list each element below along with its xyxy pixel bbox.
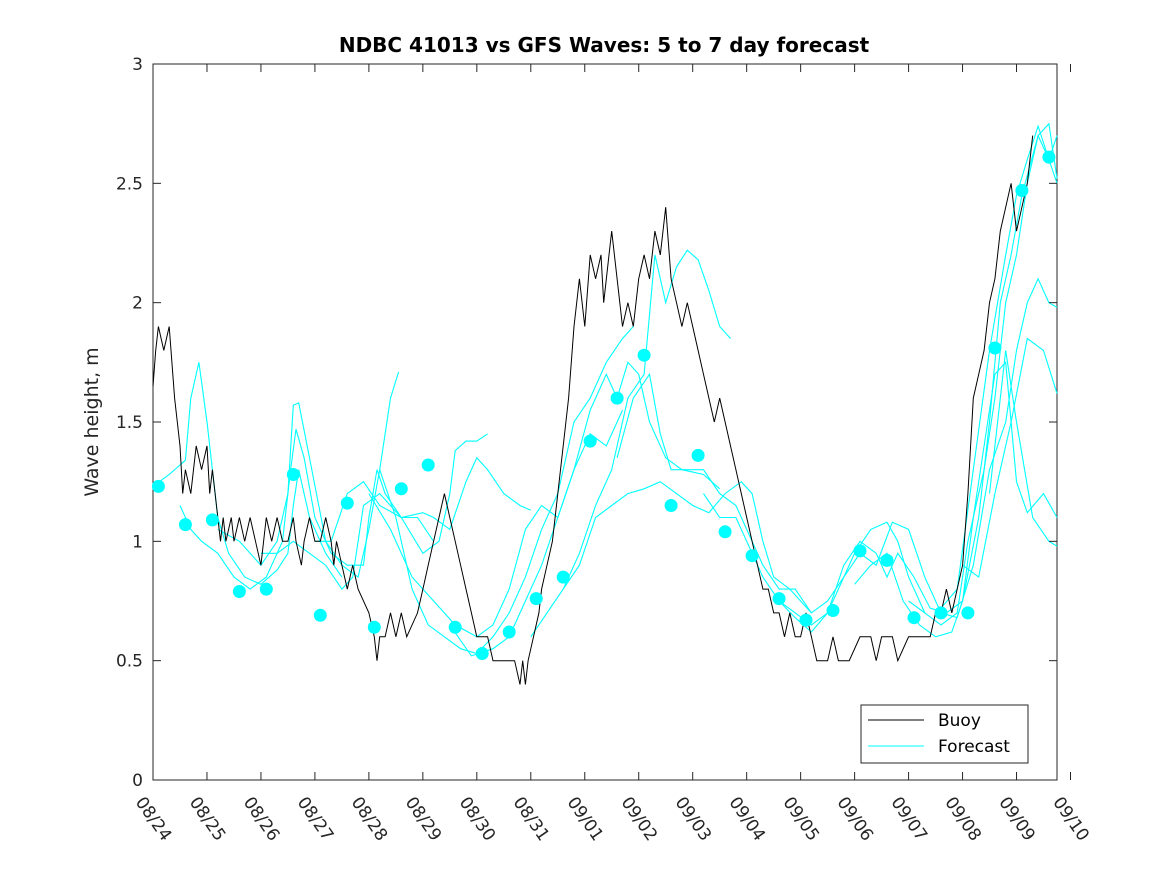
y-tick-label: 1 — [132, 532, 143, 552]
forecast-marker-19 — [637, 348, 651, 362]
forecast-marker-11 — [421, 458, 435, 472]
forecast-marker-34 — [1042, 150, 1056, 164]
forecast-line-6 — [368, 409, 624, 638]
y-tick-label: 3 — [132, 55, 143, 75]
forecast-marker-15 — [529, 592, 543, 606]
forecast-line-14 — [854, 360, 1058, 638]
forecast-marker-21 — [691, 448, 705, 462]
forecast-line-15 — [908, 122, 1058, 626]
forecast-marker-1 — [151, 479, 165, 493]
y-tick-label: 2.5 — [116, 174, 143, 194]
forecast-line-12 — [703, 277, 1058, 626]
y-tick-label: 1.5 — [116, 413, 143, 433]
forecast-marker-12 — [448, 620, 462, 634]
forecast-line-9 — [530, 249, 731, 638]
forecast-marker-16 — [556, 570, 570, 584]
forecast-marker-2 — [178, 518, 192, 532]
plot-area — [152, 63, 1058, 781]
forecast-line-18 — [988, 350, 1058, 547]
y-axis-label: Wave height, m — [81, 347, 103, 496]
forecast-line-3 — [217, 371, 400, 579]
forecast-line-11 — [616, 372, 926, 614]
forecast-line-10 — [562, 480, 812, 614]
forecast-line-4 — [260, 433, 488, 590]
forecast-marker-26 — [826, 604, 840, 617]
forecast-marker-30 — [934, 606, 948, 620]
forecast-marker-8 — [340, 496, 354, 510]
legend-buoy-label: Buoy — [938, 711, 981, 731]
forecast-line-5 — [314, 456, 532, 542]
forecast-marker-27 — [853, 544, 867, 558]
forecast-marker-14 — [502, 625, 516, 639]
forecast-marker-32 — [988, 341, 1002, 355]
forecast-marker-13 — [475, 647, 489, 660]
forecast-marker-6 — [286, 468, 300, 481]
forecast-marker-23 — [745, 549, 759, 563]
forecast-line-1 — [152, 362, 343, 585]
forecast-marker-18 — [610, 391, 624, 405]
legend: Buoy Forecast — [860, 704, 1029, 764]
forecast-marker-17 — [583, 434, 597, 448]
forecast-marker-3 — [205, 513, 219, 527]
buoy-line — [152, 135, 1034, 685]
series-layer — [151, 122, 1058, 685]
forecast-line-13 — [778, 133, 1058, 633]
forecast-marker-20 — [664, 499, 678, 512]
y-axis-ticks: 0 0.5 1 1.5 2 2.5 3 — [116, 55, 1057, 791]
forecast-marker-28 — [880, 553, 894, 567]
y-tick-label: 0 — [132, 771, 143, 791]
forecast-marker-22 — [718, 525, 732, 539]
forecast-line-17 — [962, 337, 1058, 579]
forecast-marker-5 — [259, 582, 273, 596]
legend-box — [860, 704, 1029, 764]
forecast-marker-33 — [1015, 184, 1029, 197]
legend-forecast-label: Forecast — [938, 737, 1010, 757]
forecast-marker-9 — [367, 620, 381, 634]
forecast-marker-7 — [313, 608, 327, 622]
forecast-marker-25 — [799, 613, 813, 627]
forecast-marker-24 — [772, 592, 786, 606]
forecast-marker-4 — [232, 585, 246, 598]
forecast-line-2 — [179, 429, 435, 590]
chart-title: NDBC 41013 vs GFS Waves: 5 to 7 day fore… — [339, 33, 870, 57]
forecast-line-7 — [379, 326, 634, 655]
forecast-marker-31 — [961, 606, 975, 620]
forecast-marker-29 — [907, 611, 921, 625]
forecast-marker-10 — [394, 482, 408, 496]
y-tick-label: 2 — [132, 294, 143, 314]
y-tick-label: 0.5 — [116, 652, 143, 672]
